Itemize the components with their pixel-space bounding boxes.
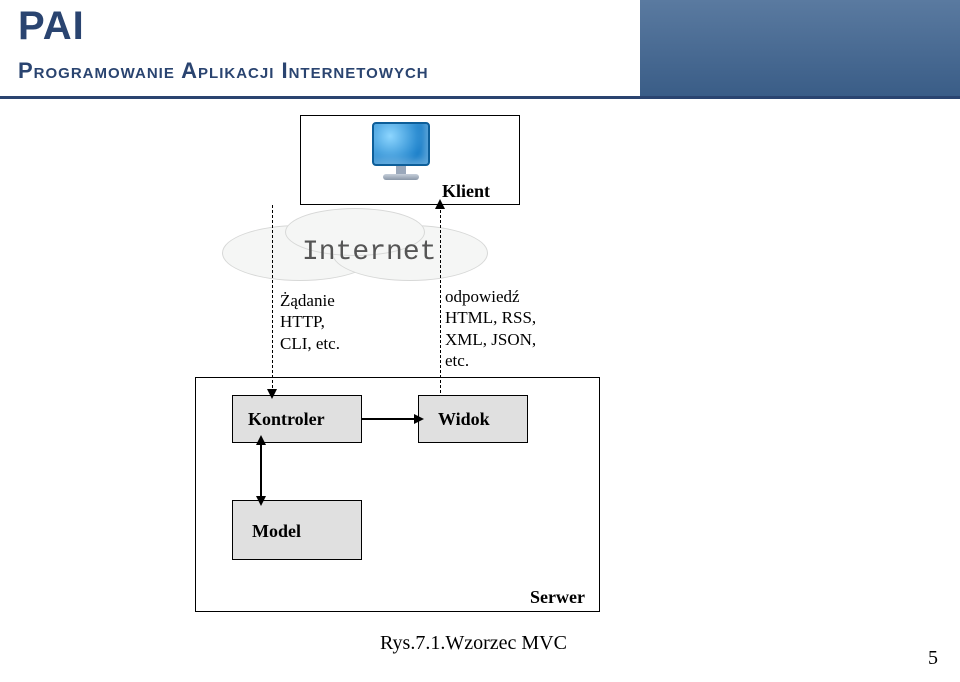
monitor-icon bbox=[372, 122, 430, 180]
page-number: 5 bbox=[928, 647, 938, 670]
response-label: odpowiedź HTML, RSS, XML, JSON, etc. bbox=[445, 286, 536, 371]
internet-label: Internet bbox=[302, 235, 436, 270]
header-title: PAI bbox=[18, 4, 85, 49]
mvc-diagram: Klient Internet Żądanie HTTP, CLI, etc. … bbox=[0, 100, 960, 640]
request-label: Żądanie HTTP, CLI, etc. bbox=[280, 290, 340, 354]
header-right bbox=[640, 0, 960, 99]
figure-caption: Rys.7.1.Wzorzec MVC bbox=[380, 632, 567, 655]
slide-header: PAI Programowanie Aplikacji Internetowyc… bbox=[0, 0, 960, 96]
model-label: Model bbox=[252, 520, 301, 543]
header-left bbox=[0, 0, 640, 99]
kontroler-label: Kontroler bbox=[248, 408, 325, 431]
header-subtitle: Programowanie Aplikacji Internetowych bbox=[18, 58, 429, 84]
serwer-label: Serwer bbox=[530, 586, 585, 609]
widok-label: Widok bbox=[438, 408, 490, 431]
klient-label: Klient bbox=[442, 180, 490, 203]
